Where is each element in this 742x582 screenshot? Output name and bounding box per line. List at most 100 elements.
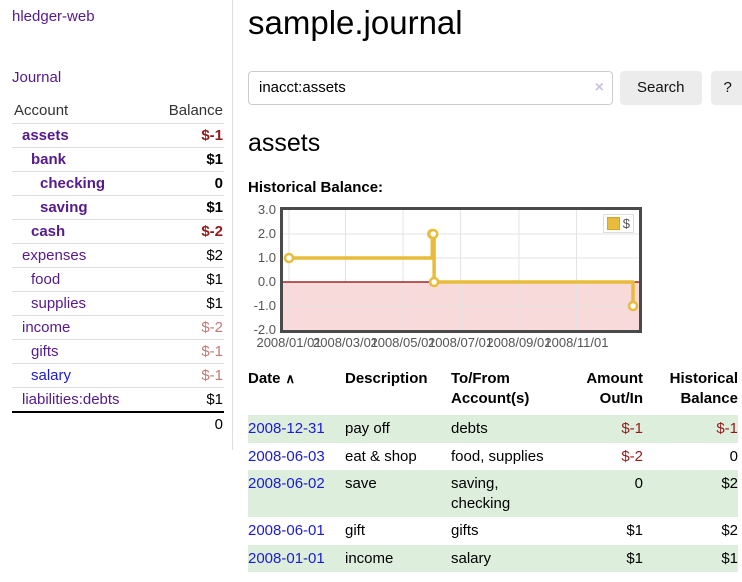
account-link[interactable]: cash [31,223,65,240]
balance-chart-plot: $ [280,207,642,333]
account-row-salary: salary $-1 [12,364,224,388]
transaction-date-link[interactable]: 2008-06-01 [248,522,325,539]
transaction-date-link[interactable]: 2008-01-01 [248,550,325,567]
x-tick-label: 2008/09/01 [486,335,551,350]
account-link[interactable]: salary [31,367,71,384]
transaction-balance: $2 [643,517,738,545]
clear-search-icon[interactable]: × [595,78,604,98]
main-content: sample.journal × Search ? assets Histori… [233,0,742,572]
transaction-row: 2008-06-01 gift gifts $1 $2 [248,517,738,545]
account-balance: $1 [150,196,224,220]
account-link[interactable]: income [22,319,70,336]
account-link[interactable]: supplies [31,295,86,312]
account-balance: $-1 [150,364,224,388]
legend-series-name: $ [623,216,630,231]
historical-balance-chart: 3.02.01.00.0-1.0-2.0 $ 2008/01/012008/03… [248,207,642,351]
accounts-column-header: Account [12,98,150,124]
transaction-amount: $-1 [563,415,643,443]
y-tick-label: 2.0 [248,227,276,241]
transaction-balance: 0 [643,443,738,471]
legend-swatch-icon [607,217,620,230]
account-link[interactable]: food [31,271,60,288]
y-tick-label: 1.0 [248,251,276,265]
account-row-income: income $-2 [12,316,224,340]
account-balance: $-1 [150,340,224,364]
transaction-description: eat & shop [345,443,451,471]
transaction-description: pay off [345,415,451,443]
chart-label: Historical Balance: [248,179,742,196]
transaction-accounts: debts [451,415,563,443]
account-link[interactable]: assets [22,127,69,144]
transaction-accounts: salary [451,545,563,573]
transaction-amount: 0 [563,470,643,517]
page-title: sample.journal [248,4,742,42]
transaction-amount: $1 [563,517,643,545]
transaction-amount: $1 [563,545,643,573]
account-row-supplies: supplies $1 [12,292,224,316]
transaction-description: income [345,545,451,573]
account-row-gifts: gifts $-1 [12,340,224,364]
search-input[interactable] [248,71,613,105]
transaction-row: 2008-06-03 eat & shop food, supplies $-2… [248,443,738,471]
account-balance: $-2 [150,220,224,244]
transaction-accounts: saving, checking [451,470,563,517]
account-row-bank: bank $1 [12,148,224,172]
sort-ascending-icon: ∧ [286,371,296,386]
x-tick-label: 2008/05/01 [370,335,435,350]
transaction-amount: $-2 [563,443,643,471]
transaction-balance: $1 [643,545,738,573]
transaction-date-link[interactable]: 2008-06-03 [248,448,325,465]
account-link[interactable]: checking [40,175,105,192]
y-tick-label: 3.0 [248,203,276,217]
account-balance: $-1 [150,124,224,148]
accounts-header-row: Account Balance [12,98,224,124]
transaction-row: 2008-01-01 income salary $1 $1 [248,545,738,573]
register-table: Date∧ Description To/From Account(s) Amo… [248,367,738,573]
y-tick-label: 0.0 [248,275,276,289]
balance-column-header: Balance [150,98,224,124]
account-balance: $1 [150,268,224,292]
x-tick-label: 2008/03/01 [313,335,378,350]
account-link[interactable]: saving [40,199,88,216]
account-row-expenses: expenses $2 [12,244,224,268]
account-balance: $1 [150,148,224,172]
balance-column-header: Historical Balance [643,367,738,416]
account-link[interactable]: liabilities:debts [22,391,120,408]
transaction-balance: $-1 [643,415,738,443]
chart-legend: $ [603,214,634,233]
accounts-total-value: 0 [150,412,224,436]
account-link[interactable]: expenses [22,247,86,264]
x-tick-label: 2008/07/01 [428,335,493,350]
transaction-date-link[interactable]: 2008-06-02 [248,475,325,492]
transaction-description: gift [345,517,451,545]
transaction-accounts: gifts [451,517,563,545]
search-button[interactable]: Search [620,71,702,105]
x-tick-label: 2008/11/01 [544,335,608,350]
account-page-title: assets [248,129,742,158]
account-row-checking: checking 0 [12,172,224,196]
description-column-header: Description [345,367,451,416]
account-balance: $2 [150,244,224,268]
account-row-assets: assets $-1 [12,124,224,148]
transaction-row: 2008-12-31 pay off debts $-1 $-1 [248,415,738,443]
account-link[interactable]: gifts [31,343,59,360]
account-balance: $1 [150,388,224,413]
transaction-accounts: food, supplies [451,443,563,471]
accounts-column-header: To/From Account(s) [451,367,563,416]
sidebar-item-journal[interactable]: Journal [12,69,224,86]
date-column-header: Date∧ [248,367,345,416]
brand-link[interactable]: hledger-web [12,8,224,25]
sidebar: hledger-web Journal Account Balance asse… [0,0,233,450]
help-button[interactable]: ? [711,71,742,105]
account-row-saving: saving $1 [12,196,224,220]
account-row-liabilities-debts: liabilities:debts $1 [12,388,224,413]
transaction-balance: $2 [643,470,738,517]
chart-canvas [283,210,639,330]
search-form: × Search ? [248,71,742,105]
account-balance: 0 [150,172,224,196]
transaction-date-link[interactable]: 2008-12-31 [248,420,325,437]
account-balance: $1 [150,292,224,316]
transaction-row: 2008-06-02 save saving, checking 0 $2 [248,470,738,517]
y-tick-label: -1.0 [248,299,276,313]
account-link[interactable]: bank [31,151,66,168]
